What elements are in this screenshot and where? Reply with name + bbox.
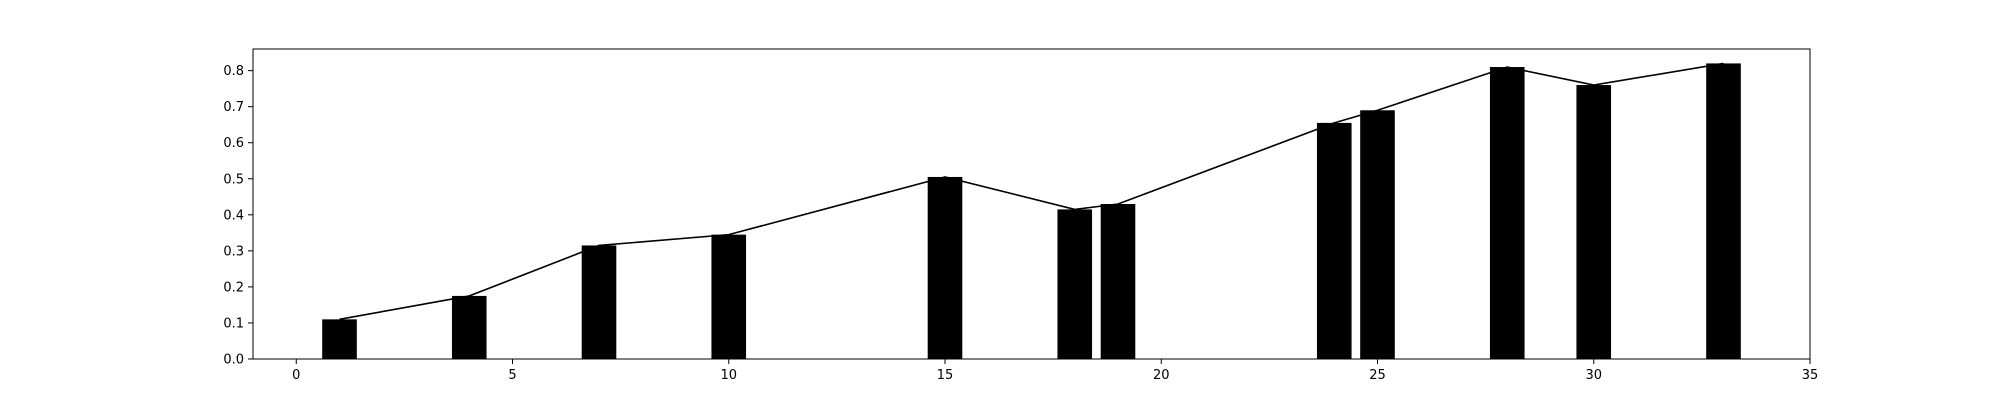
y-tick-label: 0.4	[223, 208, 244, 223]
x-tick-label: 5	[508, 368, 516, 383]
bar-8	[1360, 110, 1395, 359]
y-tick-label: 0.1	[223, 316, 244, 331]
bar-6	[1101, 204, 1136, 359]
bar-3	[711, 235, 746, 359]
bar-11	[1706, 63, 1741, 359]
bar-1	[452, 296, 487, 359]
x-tick-label: 25	[1369, 368, 1386, 383]
x-tick-label: 0	[292, 368, 300, 383]
bars-layer	[322, 63, 1741, 359]
bar-0	[322, 319, 357, 359]
y-tick-label: 0.8	[223, 64, 244, 79]
y-tick-label: 0.7	[223, 100, 244, 115]
x-tick-label: 15	[937, 368, 954, 383]
y-tick-label: 0.5	[223, 172, 244, 187]
y-tick-label: 0.0	[223, 353, 244, 368]
bar-5	[1057, 209, 1092, 359]
x-tick-label: 20	[1153, 368, 1170, 383]
y-tick-label: 0.2	[223, 280, 244, 295]
x-tick-label: 35	[1802, 368, 1819, 383]
bar-4	[928, 177, 963, 359]
bar-10	[1576, 85, 1611, 359]
y-tick-label: 0.3	[223, 244, 244, 259]
bar-2	[582, 245, 617, 359]
x-tick-label: 10	[720, 368, 737, 383]
bar-7	[1317, 123, 1352, 359]
bar-9	[1490, 67, 1525, 359]
y-tick-label: 0.6	[223, 136, 244, 151]
x-tick-label: 30	[1585, 368, 1602, 383]
